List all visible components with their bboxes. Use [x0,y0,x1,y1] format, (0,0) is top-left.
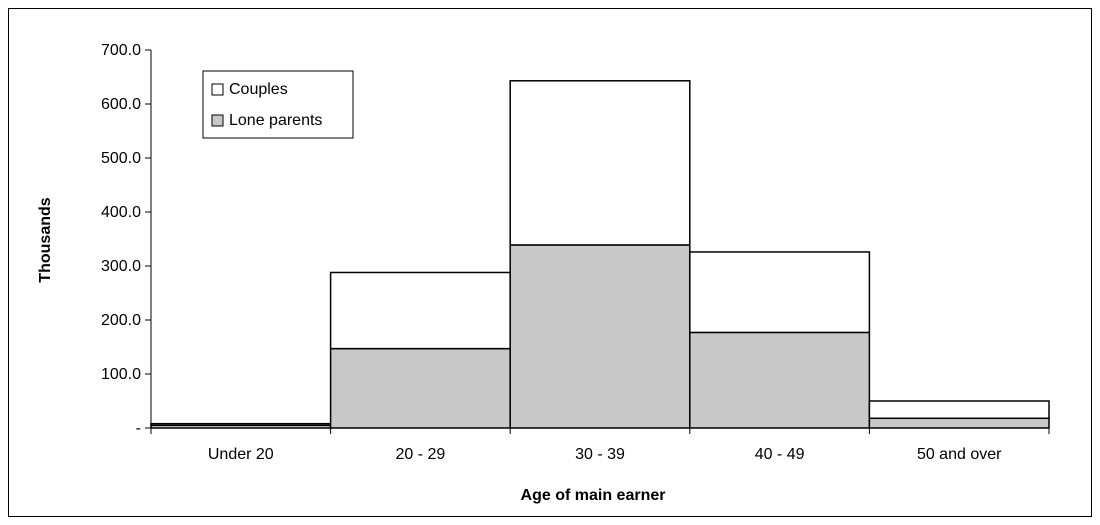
y-tick-label: 100.0 [101,366,141,383]
legend: Couples Lone parents [202,70,354,139]
x-tick-label: 50 and over [917,446,1002,463]
y-ticks-group: - 100.0 200.0 300.0 400.0 500.0 600.0 700.0 [101,42,151,437]
bar-lone-parents-2 [509,244,691,429]
axes-group [150,50,1049,429]
x-tick-label: Under 20 [208,446,274,463]
bar-couples-2 [509,80,691,246]
legend-label-couples: Couples [229,81,288,98]
bar-lone-parents-4 [868,417,1050,429]
y-tick-label: 600.0 [101,96,141,113]
y-tick-label: 200.0 [101,312,141,329]
legend-swatch-lone-parents [211,114,224,127]
legend-swatch-couples [211,83,224,96]
legend-box [202,70,354,139]
y-axis-title: Thousands [37,197,54,282]
x-tick-label: 30 - 39 [575,446,625,463]
bar-lone-parents-1 [329,347,511,429]
y-tick-label: 400.0 [101,204,141,221]
bar-couples-0 [150,422,332,427]
bars-group [150,80,1050,429]
x-tick-label: 20 - 29 [395,446,445,463]
bar-lone-parents-3 [689,331,871,429]
legend-label-lone-parents: Lone parents [229,112,322,129]
x-axis-title: Age of main earner [521,487,666,504]
bar-couples-1 [329,271,511,350]
bar-couples-3 [689,251,871,334]
y-tick-label: 500.0 [101,150,141,167]
y-tick-label: 300.0 [101,258,141,275]
bar-couples-4 [868,400,1050,420]
y-tick-label: 700.0 [101,42,141,59]
x-tick-label: 40 - 49 [755,446,805,463]
x-ticks-group: Under 20 20 - 29 30 - 39 40 - 49 50 and over [150,428,1050,463]
y-tick-label: - [136,420,141,437]
